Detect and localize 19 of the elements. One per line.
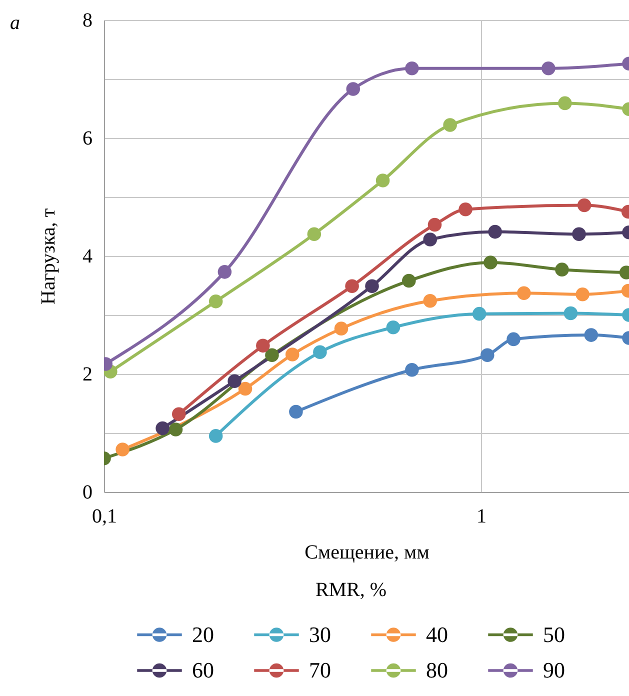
legend-label: 90 — [543, 658, 565, 682]
legend-label: 50 — [543, 622, 565, 647]
y-tick-label: 0 — [82, 482, 92, 504]
legend-label: 40 — [426, 622, 448, 647]
text: a — [10, 12, 20, 35]
x-axis-title: Смещение, мм — [304, 542, 430, 564]
legend-label: 20 — [192, 622, 214, 647]
y-tick-label: 6 — [82, 128, 92, 150]
y-tick-label: 2 — [82, 364, 92, 386]
legend-label: 30 — [309, 622, 331, 647]
y-tick-label: 8 — [82, 10, 92, 32]
y-axis-title: Нагрузка, т — [38, 208, 60, 305]
legend-label: 60 — [192, 658, 214, 682]
legend-label: 80 — [426, 658, 448, 682]
x-tick-label: 1 — [476, 506, 486, 528]
y-tick-label: 4 — [82, 246, 92, 268]
x-tick-label: 0,1 — [92, 506, 117, 528]
legend-label: 70 — [309, 658, 331, 682]
legend-title: RMR, % — [315, 579, 387, 601]
